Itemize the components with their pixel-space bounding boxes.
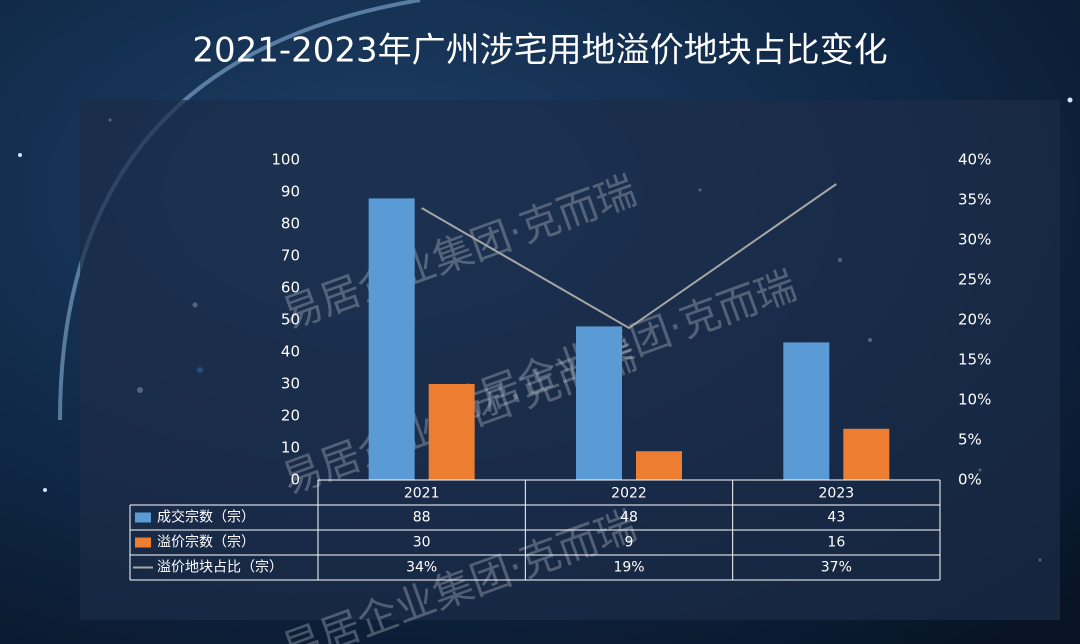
table-value: 88: [413, 510, 431, 526]
legend-label: 溢价地块占比（宗）: [157, 560, 283, 576]
y-tick-label: 30: [281, 375, 300, 393]
table-value: 9: [625, 535, 634, 551]
y-tick-label: 90: [281, 183, 300, 201]
y-tick-label: 20: [281, 407, 300, 425]
y2-tick-label: 35%: [958, 191, 991, 209]
legend-label: 溢价宗数（宗）: [157, 535, 255, 551]
table-value: 30: [413, 535, 431, 551]
table-value: 16: [827, 535, 845, 551]
bar: [428, 384, 475, 480]
y2-tick-label: 20%: [958, 311, 991, 329]
legend-key: [135, 537, 151, 548]
legend-label: 成交宗数（宗）: [157, 509, 255, 526]
y-tick-label: 50: [281, 311, 300, 329]
bar: [576, 326, 622, 480]
bar: [783, 342, 830, 480]
y2-tick-label: 10%: [958, 391, 991, 409]
x-tick-label: 2021: [404, 486, 440, 502]
table-value: 43: [827, 510, 845, 526]
y2-tick-label: 15%: [958, 351, 991, 369]
y-tick-label: 80: [281, 215, 300, 233]
legend-key: [135, 512, 151, 523]
table-value: 19%: [613, 560, 644, 576]
line: [421, 183, 837, 330]
y2-tick-label: 5%: [958, 431, 982, 449]
table-value: 48: [620, 510, 638, 526]
panel: [80, 100, 1060, 620]
y-tick-label: 0: [290, 471, 300, 489]
y2-tick-label: 0%: [958, 471, 982, 489]
x-tick-label: 2022: [611, 486, 647, 502]
x-tick-label: 2023: [819, 486, 855, 502]
bar: [368, 198, 415, 480]
y-tick-label: 60: [281, 279, 300, 297]
table-value: 34%: [406, 560, 437, 576]
bar: [843, 428, 890, 480]
y2-tick-label: 30%: [958, 231, 991, 249]
bar: [636, 451, 682, 480]
y-tick-label: 100: [271, 151, 300, 169]
y2-tick-label: 25%: [958, 271, 991, 289]
y2-tick-label: 40%: [958, 151, 991, 169]
y-tick-label: 40: [281, 343, 300, 361]
table-value: 37%: [821, 560, 852, 576]
chart-title: 2021-2023年广州涉宅用地溢价地块占比变化: [192, 31, 887, 71]
y-tick-label: 70: [281, 247, 300, 265]
y-tick-label: 10: [281, 439, 300, 457]
